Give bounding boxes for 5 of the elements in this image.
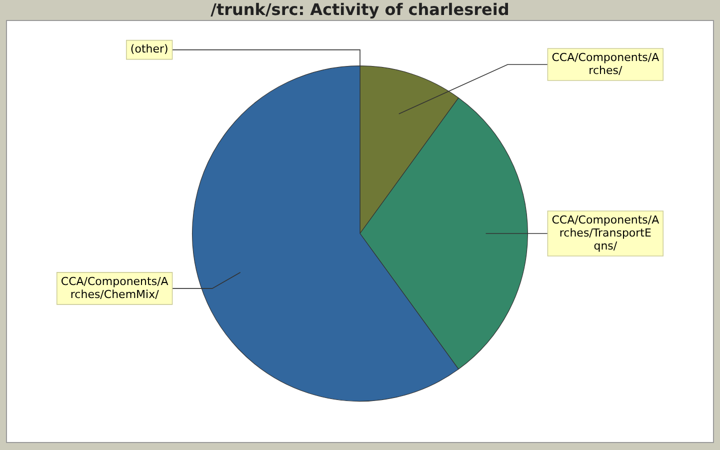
slice-label: CCA/Components/Arches/TransportEqns/	[552, 213, 660, 252]
chart-title: /trunk/src: Activity of charlesreid	[210, 0, 510, 20]
slice-label: CCA/Components/Arches/	[552, 50, 660, 77]
slice-label: CCA/Components/Arches/ChemMix/	[60, 274, 169, 301]
category-label: (other)	[130, 42, 168, 56]
